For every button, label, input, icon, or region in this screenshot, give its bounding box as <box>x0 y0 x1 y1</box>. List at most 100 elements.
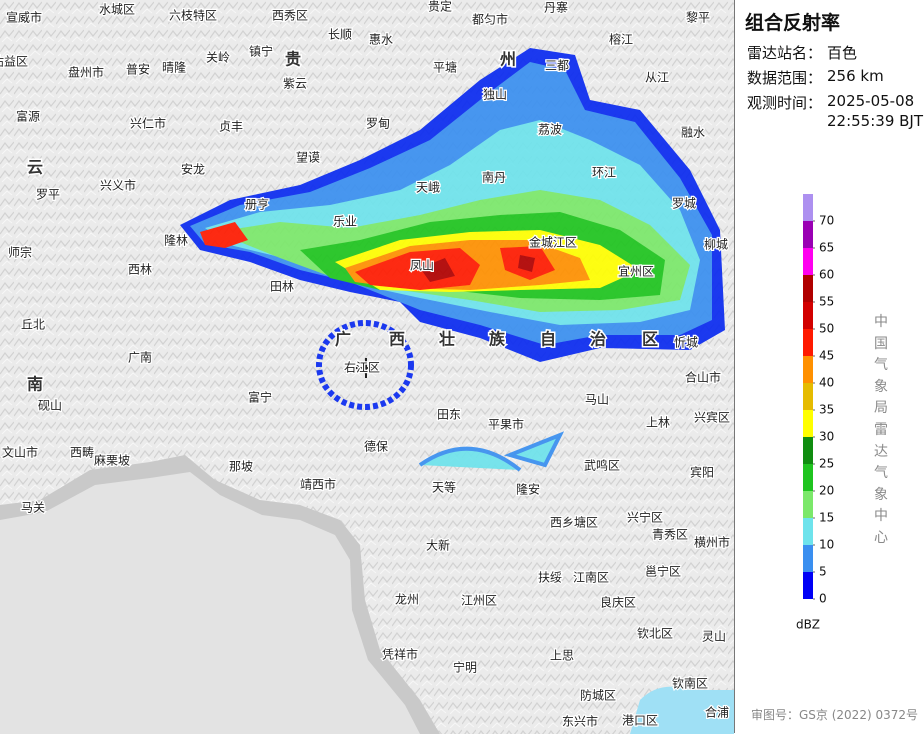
place-label: 西乡塘区 <box>550 515 598 530</box>
place-label: 麻栗坡 <box>94 453 130 468</box>
place-label: 广南 <box>128 350 152 365</box>
info-panel: 组合反射率 雷达站名： 百色 数据范围： 256 km 观测时间： 2025-0… <box>734 0 924 733</box>
tick-label: 35 <box>819 403 834 417</box>
color-swatch <box>803 518 813 545</box>
place-label: 邕宁区 <box>645 564 681 579</box>
place-label: 兴宁区 <box>627 510 663 525</box>
place-label: 荔波 <box>538 123 562 137</box>
place-label: 那坡 <box>229 460 253 474</box>
place-label: 西秀区 <box>272 9 308 23</box>
place-label: 丘北 <box>21 318 45 332</box>
province-label: 自 <box>540 330 556 349</box>
color-swatch <box>803 383 813 410</box>
place-label: 合浦 <box>705 705 729 720</box>
color-swatch <box>803 545 813 572</box>
province-label: 广 <box>335 330 351 349</box>
place-label: 田林 <box>270 280 294 294</box>
place-label: 西畴 <box>70 446 94 460</box>
place-label: 砚山 <box>38 399 62 413</box>
place-label: 上思 <box>550 649 574 663</box>
tick-label: 45 <box>819 349 834 363</box>
place-label: 罗平 <box>36 188 60 202</box>
place-label: 榕江 <box>609 32 633 47</box>
place-label: 兴义市 <box>100 178 136 193</box>
color-swatch <box>803 194 813 221</box>
range-label: 数据范围： <box>747 69 823 87</box>
province-label: 州 <box>499 50 516 69</box>
place-label: 环江 <box>592 166 616 180</box>
place-label: 从江 <box>645 71 669 85</box>
place-label: 乐业 <box>333 215 357 229</box>
place-label: 天峨 <box>416 181 440 195</box>
place-label: 武鸣区 <box>584 458 620 473</box>
province-label: 贵 <box>285 50 301 69</box>
place-label: 黎平 <box>686 11 710 25</box>
place-label: 宁明 <box>453 660 477 675</box>
color-swatch <box>803 410 813 437</box>
place-label: 盘州市 <box>68 65 104 80</box>
place-label: 南丹 <box>482 170 506 185</box>
place-label: 灵山 <box>702 630 726 644</box>
foreign-area <box>0 472 420 734</box>
place-label: 西林 <box>128 263 152 277</box>
color-swatch <box>803 275 813 302</box>
tick-label: 5 <box>819 565 827 579</box>
echo-55 <box>420 255 535 282</box>
province-label: 族 <box>489 330 506 349</box>
tick-label: 15 <box>819 511 834 525</box>
place-label: 港口区 <box>622 714 658 728</box>
radar-echo <box>180 48 725 472</box>
place-label: 六枝特区 <box>169 8 217 23</box>
place-label: 都匀市 <box>472 12 508 27</box>
unit-label: dBZ <box>796 618 820 632</box>
place-label: 贞丰 <box>219 120 243 134</box>
echo-ring <box>316 320 414 410</box>
place-label: 东兴市 <box>562 714 598 729</box>
place-label: 右江区 <box>344 360 380 375</box>
place-label: 大新 <box>426 538 450 553</box>
place-label: 合山市 <box>685 370 721 385</box>
time: 22:55:39 BJT <box>827 112 924 130</box>
date: 2025-05-08 <box>827 92 915 110</box>
place-label: 文山市 <box>2 445 38 460</box>
place-label: 忻城 <box>674 336 698 350</box>
radar-center <box>356 358 376 378</box>
range: 256 km <box>827 67 884 85</box>
province-label: 区 <box>642 330 658 349</box>
place-label: 三都 <box>545 59 569 73</box>
place-label: 罗甸 <box>366 117 390 131</box>
color-swatch <box>803 572 813 599</box>
province-label: 治 <box>590 330 606 349</box>
place-label: 凤山 <box>410 259 434 273</box>
place-label: 横州市 <box>694 535 730 550</box>
place-label: 册亨 <box>245 197 269 212</box>
place-label: 青秀区 <box>652 528 688 542</box>
color-swatch <box>803 302 813 329</box>
place-label: 惠水 <box>369 33 393 47</box>
place-label: 龙州 <box>395 593 419 607</box>
station-label: 雷达站名： <box>747 44 823 62</box>
place-label: 晴隆 <box>162 60 186 75</box>
place-label: 罗城 <box>672 197 696 211</box>
source: 中国气象局雷达气象中心 <box>874 314 888 546</box>
approval: 审图号：GS京 (2022) 0372号 <box>751 708 918 722</box>
tick-label: 10 <box>819 538 834 552</box>
color-bar: 0 5 10 15 20 25 30 35 40 45 50 55 60 65 70 dBZ <box>796 194 834 632</box>
place-label: 平塘 <box>433 60 457 75</box>
place-label: 平果市 <box>488 417 524 432</box>
place-label: 丹寨 <box>544 0 568 15</box>
place-label: 田东 <box>437 408 461 422</box>
time-label: 观测时间： <box>747 94 823 112</box>
tick-label: 65 <box>819 241 834 255</box>
color-swatch <box>803 437 813 464</box>
place-label: 富宁 <box>248 390 272 405</box>
place-label: 上林 <box>646 416 670 430</box>
place-label: 防城区 <box>580 688 616 703</box>
place-label: 富源 <box>16 109 40 124</box>
place-label: 靖西市 <box>300 477 336 492</box>
place-label: 金城江区 <box>529 235 577 250</box>
place-label: 江州区 <box>461 594 497 608</box>
place-label: 师宗 <box>8 245 32 260</box>
color-swatch <box>803 356 813 383</box>
